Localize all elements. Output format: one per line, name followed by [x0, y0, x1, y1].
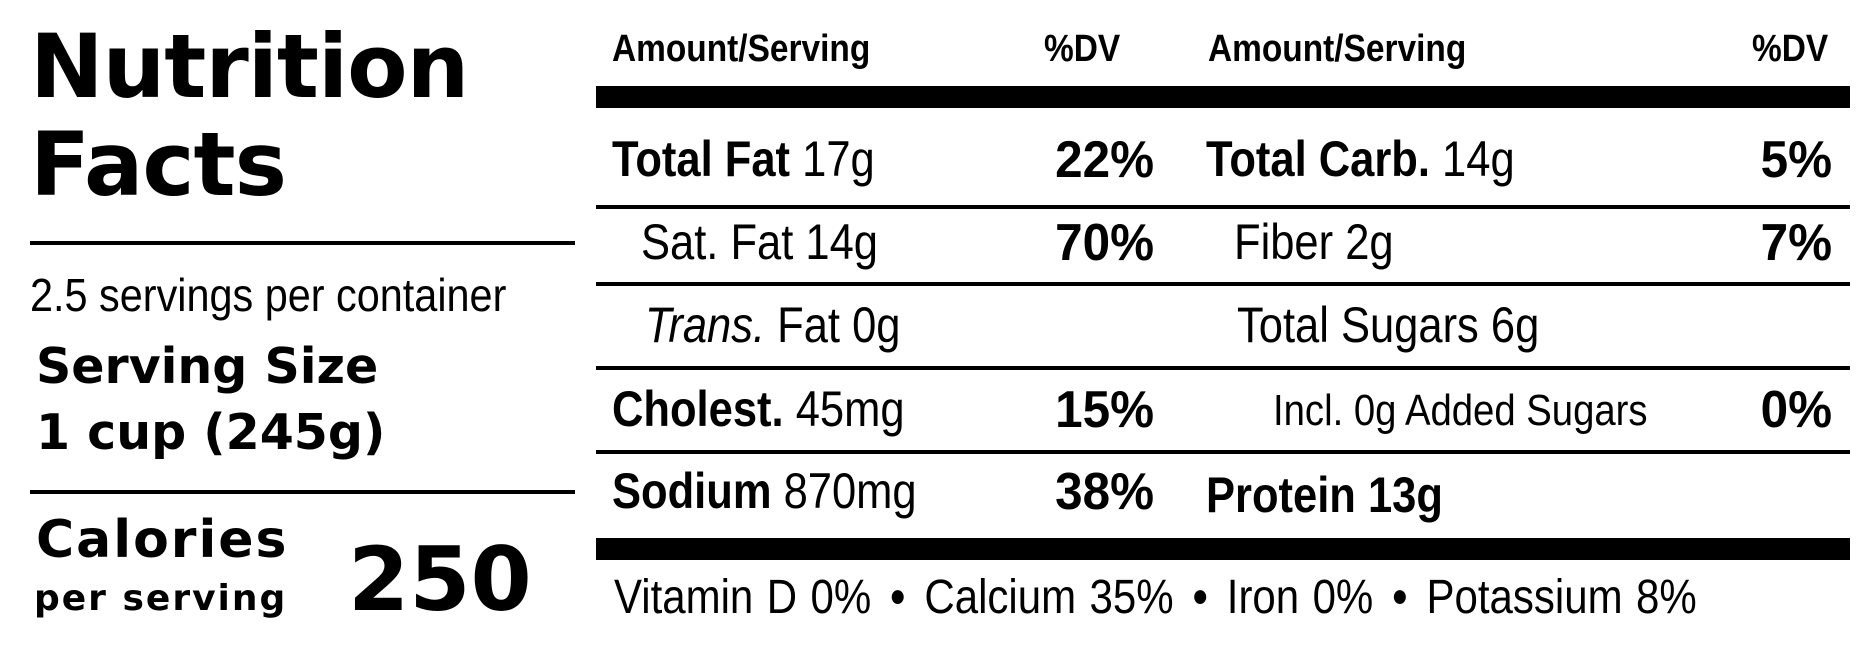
nutrient-amount: Fat 0g	[777, 297, 901, 353]
top-thick-rule	[596, 86, 1850, 108]
header-dv-left: %DV	[1044, 28, 1121, 70]
nutrient-amount: 17g	[802, 131, 875, 187]
nutrient-amount: 870mg	[783, 463, 917, 519]
nutrient-amount: 14g	[1442, 131, 1515, 187]
separator-dot: •	[1392, 571, 1408, 624]
left-divider-bottom	[30, 490, 575, 494]
nutrient-sat-fat: Sat. Fat 14g	[641, 213, 878, 271]
label-title: Nutrition Facts	[30, 15, 469, 216]
calories-value: 250	[348, 528, 532, 631]
nutrient-name: Incl. 0g Added Sugars	[1273, 386, 1648, 435]
nutrient-amount: 6g	[1490, 297, 1540, 353]
dv-cholesterol: 15%	[1055, 381, 1154, 439]
nutrient-name: Total Fat	[612, 131, 791, 187]
nutrient-name: Sodium	[612, 463, 772, 519]
row-divider-3	[596, 366, 1850, 370]
nutrient-amount: 45mg	[795, 381, 905, 437]
title-line-2: Facts	[30, 113, 287, 216]
nutrient-trans-fat: Trans. Fat 0g	[645, 296, 900, 354]
bottom-thick-rule	[596, 538, 1850, 560]
title-line-1: Nutrition	[30, 15, 469, 118]
nutrient-cholesterol: Cholest. 45mg	[612, 380, 905, 438]
row-divider-4	[596, 450, 1850, 454]
nutrient-name: Fiber	[1234, 214, 1334, 270]
servings-per-container: 2.5 servings per container	[30, 269, 507, 321]
dv-fiber: 7%	[1760, 214, 1832, 272]
serving-size-value: 1 cup (245g)	[36, 404, 386, 461]
nutrient-name: Cholest.	[612, 381, 784, 437]
nutrient-total-carb: Total Carb. 14g	[1206, 130, 1515, 188]
row-divider-2	[596, 282, 1850, 286]
calories-label: Calories	[36, 510, 289, 570]
per-serving-label: per serving	[34, 578, 288, 619]
calcium: Calcium 35%	[924, 571, 1174, 624]
separator-dot: •	[1192, 571, 1208, 624]
dv-sodium: 38%	[1055, 463, 1154, 521]
potassium: Potassium 8%	[1426, 571, 1697, 624]
dv-added-sugars: 0%	[1760, 381, 1832, 439]
nutrient-added-sugars: Incl. 0g Added Sugars	[1273, 386, 1648, 436]
nutrient-total-fat: Total Fat 17g	[612, 130, 875, 188]
nutrient-name: Total Carb.	[1206, 131, 1430, 187]
nutrient-name: Sat. Fat	[641, 214, 794, 270]
vitamins-minerals-row: Vitamin D 0% • Calcium 35% • Iron 0% • Potassi…	[614, 570, 1697, 625]
serving-size-label: Serving Size	[36, 338, 379, 395]
header-amount-serving-left: Amount/Serving	[612, 28, 871, 70]
vitamin-d: Vitamin D 0%	[614, 571, 872, 624]
left-divider-top	[30, 241, 575, 245]
dv-total-carb: 5%	[1760, 131, 1832, 189]
nutrient-amount: 2g	[1345, 214, 1394, 270]
nutrient-name: Total Sugars	[1237, 297, 1479, 353]
nutrient-fiber: Fiber 2g	[1234, 213, 1394, 271]
nutrient-name: Trans.	[645, 297, 766, 353]
nutrient-name: Protein	[1206, 467, 1356, 523]
header-amount-serving-right: Amount/Serving	[1208, 28, 1467, 70]
separator-dot: •	[890, 571, 906, 624]
nutrient-amount: 14g	[805, 214, 879, 270]
dv-sat-fat: 70%	[1055, 214, 1154, 272]
nutrient-amount: 13g	[1367, 467, 1443, 523]
nutrient-total-sugars: Total Sugars 6g	[1237, 296, 1539, 354]
nutrient-sodium: Sodium 870mg	[612, 462, 917, 520]
nutrient-protein: Protein 13g	[1206, 466, 1443, 524]
header-dv-right: %DV	[1752, 28, 1829, 70]
iron: Iron 0%	[1226, 571, 1374, 624]
row-divider-1	[596, 205, 1850, 209]
dv-total-fat: 22%	[1055, 131, 1154, 189]
